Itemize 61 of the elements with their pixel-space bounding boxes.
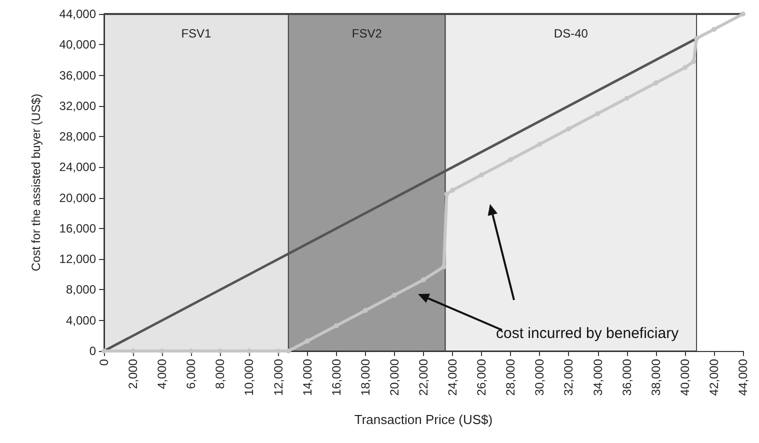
point	[595, 111, 600, 116]
x-tick-label: 18,000	[358, 358, 372, 396]
x-tick-label: 14,000	[300, 358, 314, 396]
x-tick-label: 44,000	[736, 358, 750, 396]
point	[392, 292, 397, 298]
x-tick-label: 28,000	[504, 358, 518, 396]
point	[479, 172, 484, 178]
point	[450, 188, 456, 193]
y-tick-label: 40,000	[59, 38, 96, 52]
band-label: FSV1	[181, 26, 212, 40]
point	[537, 142, 542, 147]
x-tick-label: 24,000	[446, 358, 460, 396]
x-tick-label: 38,000	[648, 358, 663, 396]
x-axis-title: Transaction Price (US$)	[354, 412, 493, 427]
band-label: FSV2	[352, 26, 382, 40]
y-axis-title: Cost for the assisted buyer (US$)	[29, 94, 43, 272]
x-tick-label: 2,000	[126, 358, 140, 390]
annotation: cost incurred by beneficiary	[496, 325, 680, 342]
x-tick-label: 6,000	[184, 358, 198, 390]
y-tick-label: 16,000	[59, 221, 96, 236]
y-tick-label: 36,000	[59, 68, 96, 82]
x-tick-label: 8,000	[213, 358, 228, 390]
y-tick-label: 4,000	[66, 313, 96, 328]
x-tick-label: 22,000	[416, 358, 430, 396]
y-tick-label: 28,000	[59, 130, 96, 144]
point	[624, 96, 630, 101]
point	[740, 12, 746, 16]
point	[711, 26, 716, 32]
point	[362, 308, 368, 313]
point	[566, 126, 572, 132]
point	[508, 157, 514, 162]
y-tick-label: 8,000	[66, 282, 96, 297]
x-tick-label: 0	[97, 358, 111, 366]
point	[441, 264, 446, 270]
y-tick-label: 0	[89, 344, 96, 358]
x-tick-label: 36,000	[620, 358, 634, 396]
y-tick-label: 24,000	[59, 160, 96, 174]
x-tick-label: 40,000	[678, 358, 692, 396]
x-tick-label: 26,000	[474, 358, 489, 396]
point	[334, 323, 339, 328]
x-tick-label: 30,000	[532, 358, 547, 396]
y-tick-label: 20,000	[59, 190, 96, 205]
y-tick-label: 32,000	[59, 98, 96, 113]
x-tick-label: 16,000	[329, 358, 344, 396]
point	[304, 338, 310, 344]
band-label: DS-40	[554, 26, 588, 40]
x-tick-label: 32,000	[562, 358, 576, 396]
point	[444, 191, 450, 196]
point	[102, 348, 106, 354]
y-tick-label: 12,000	[59, 252, 96, 266]
x-tick-label: 20,000	[387, 358, 402, 396]
x-tick-label: 34,000	[590, 358, 605, 396]
point	[682, 65, 688, 70]
x-tick-label: 42,000	[706, 358, 721, 396]
x-tick-label: 10,000	[242, 358, 256, 396]
x-tick-label: 12,000	[271, 358, 286, 396]
point	[694, 36, 700, 42]
x-tick-label: 4,000	[155, 358, 170, 390]
y-tick-label: 44,000	[59, 7, 96, 21]
point	[653, 80, 658, 86]
point	[421, 277, 426, 282]
